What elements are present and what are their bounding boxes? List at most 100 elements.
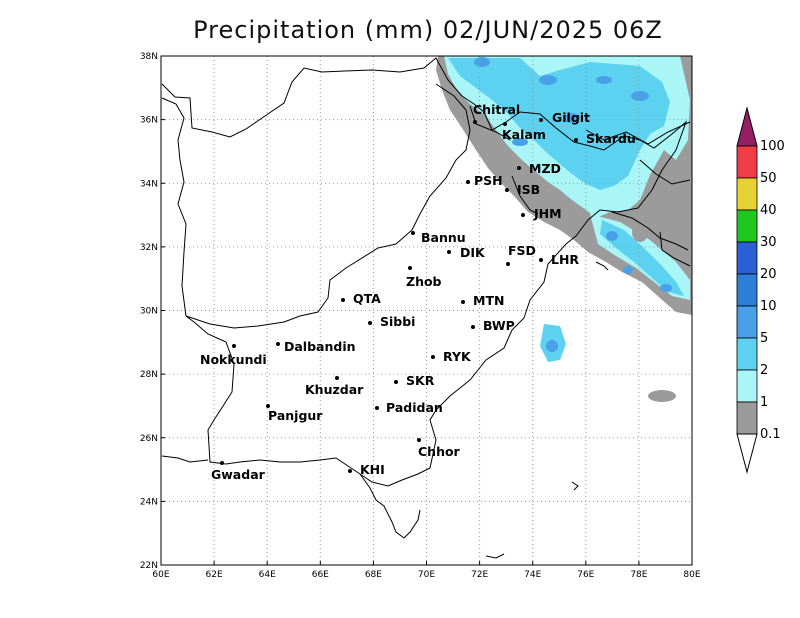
x-axis-ticks: 60E 62E 64E 66E 68E 70E 72E 74E 76E 78E 80E: [152, 561, 701, 580]
y-tick-label: 34N: [140, 179, 158, 189]
boundaries: [161, 57, 691, 559]
city-marker: [411, 231, 415, 235]
precip-band-2-5: [448, 58, 684, 362]
precip-band-5-10: [474, 57, 672, 352]
lat-lon-grid: [161, 56, 692, 565]
map-title: Precipitation (mm) 02/JUN/2025 06Z: [193, 16, 663, 44]
city-label: LHR: [551, 252, 579, 267]
city-label: Zhob: [406, 274, 442, 289]
city-label: SKR: [406, 373, 435, 388]
iran-afghanistan-border: [161, 97, 187, 317]
colorbar-segment: [736, 177, 758, 211]
x-tick-label: 64E: [259, 570, 276, 580]
coast-speck: [485, 553, 505, 559]
city-label: QTA: [353, 291, 381, 306]
city-label: Gwadar: [211, 467, 266, 482]
colorbar-label: 0.1: [760, 427, 781, 442]
city-label: Gilgit: [552, 110, 590, 125]
x-tick-label: 66E: [312, 570, 329, 580]
x-tick-label: 70E: [418, 570, 435, 580]
x-tick-label: 74E: [524, 570, 541, 580]
city-marker: [539, 118, 543, 122]
provincial-line: [469, 105, 539, 215]
city-label: MTN: [473, 293, 504, 308]
colorbar-segment: [736, 145, 758, 179]
city-label: Chhor: [418, 444, 461, 459]
city-label: MZD: [529, 161, 561, 176]
colorbar-segment: [736, 305, 758, 339]
city-label: Bannu: [421, 230, 466, 245]
city-label: RYK: [443, 349, 472, 364]
city-marker: [517, 166, 521, 170]
city-markers: Chitral Gilgit Kalam Skardu MZD PSH ISB JHM Bann…: [200, 102, 636, 482]
city-marker: [431, 355, 435, 359]
colorbar-label: 50: [760, 171, 777, 186]
colorbar-label: 20: [760, 267, 777, 282]
colorbar-segment: [736, 273, 758, 307]
x-tick-label: 80E: [683, 570, 700, 580]
colorbar-segment: [736, 401, 758, 435]
y-tick-label: 32N: [140, 243, 158, 253]
city-marker: [539, 258, 543, 262]
precip-patch: [632, 222, 648, 242]
colorbar-label: 10: [760, 299, 777, 314]
city-label: BWP: [483, 318, 515, 333]
x-tick-label: 68E: [365, 570, 382, 580]
city-marker: [335, 376, 339, 380]
karachi-coast: [359, 473, 421, 539]
city-label: ISB: [517, 182, 540, 197]
city-marker: [276, 342, 280, 346]
precipitation-shading: [436, 56, 692, 402]
y-tick-label: 28N: [140, 370, 158, 380]
colorbar-label: 5: [760, 331, 768, 346]
city-label: Kalam: [502, 127, 546, 142]
colorbar-arrow-bottom: [736, 433, 758, 474]
city-marker: [341, 298, 345, 302]
x-tick-label: 60E: [152, 570, 169, 580]
city-label: PSH: [474, 173, 503, 188]
x-tick-label: 72E: [471, 570, 488, 580]
y-tick-label: 26N: [140, 434, 158, 444]
y-tick-label: 22N: [140, 561, 158, 571]
pakistan-border: [161, 57, 688, 487]
y-axis-ticks: 22N 24N 26N 28N 30N 32N 34N 36N 38N: [140, 52, 165, 571]
city-label: FSD: [508, 243, 536, 258]
city-marker: [220, 461, 224, 465]
y-tick-label: 30N: [140, 307, 158, 317]
india-border: [611, 211, 691, 267]
y-tick-label: 38N: [140, 52, 158, 62]
coast-speck: [595, 261, 609, 271]
x-tick-label: 62E: [206, 570, 223, 580]
city-marker: [461, 300, 465, 304]
city-label: JHM: [533, 206, 562, 221]
city-label: Skardu: [586, 131, 636, 146]
colorbar-segment: [736, 369, 758, 403]
city-marker: [408, 266, 412, 270]
x-tick-label: 76E: [577, 570, 594, 580]
city-marker: [394, 380, 398, 384]
city-marker: [368, 321, 372, 325]
colorbar-arrow-top: [736, 106, 758, 147]
city-label: Khuzdar: [305, 382, 364, 397]
x-tick-label: 78E: [630, 570, 647, 580]
colorbar-segment: [736, 209, 758, 243]
y-tick-label: 24N: [140, 497, 158, 507]
colorbar-label: 1: [760, 395, 768, 410]
city-marker: [473, 120, 477, 124]
colorbar-segment: [736, 337, 758, 371]
colorbar-label: 100: [760, 139, 785, 154]
colorbar: 100 50 40 30 20 10 5 2 1 0.1: [736, 106, 785, 474]
china-border: [585, 121, 691, 185]
city-label: Chitral: [473, 102, 520, 117]
city-marker: [505, 188, 509, 192]
y-tick-label: 36N: [140, 116, 158, 126]
colorbar-label: 40: [760, 203, 777, 218]
city-marker: [375, 406, 379, 410]
city-label: Dalbandin: [284, 339, 356, 354]
city-label: DIK: [460, 245, 486, 260]
city-marker: [503, 122, 507, 126]
city-marker: [348, 469, 352, 473]
colorbar-label: 2: [760, 363, 768, 378]
city-label: Nokkundi: [200, 352, 267, 367]
city-marker: [521, 213, 525, 217]
